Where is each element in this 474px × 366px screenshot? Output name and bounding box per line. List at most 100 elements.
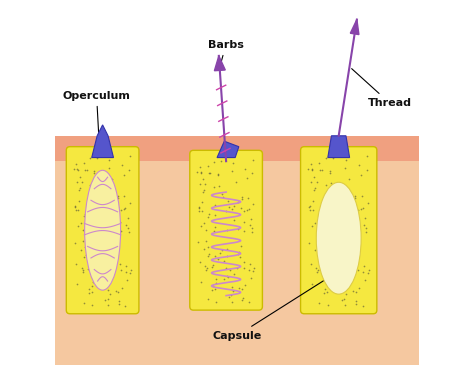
Point <box>118 285 126 291</box>
Point <box>193 169 201 175</box>
Point <box>88 289 96 295</box>
Point <box>321 264 329 270</box>
Point <box>101 203 109 209</box>
Point <box>360 222 368 228</box>
Point <box>202 227 210 233</box>
Point <box>311 220 319 226</box>
Point <box>95 190 102 195</box>
Point <box>316 210 324 216</box>
Point <box>321 286 328 292</box>
Point <box>202 267 210 273</box>
Point <box>96 260 104 266</box>
Point <box>117 228 124 234</box>
Point <box>93 155 101 161</box>
Point <box>217 158 225 164</box>
Point <box>220 258 228 264</box>
Point <box>335 207 342 213</box>
Point <box>76 184 84 190</box>
Point <box>200 176 207 182</box>
Point <box>348 198 356 204</box>
Point <box>195 206 202 212</box>
Point <box>305 240 313 246</box>
Point <box>120 193 128 199</box>
Point <box>91 180 99 186</box>
Point <box>118 163 126 168</box>
Point <box>354 267 362 273</box>
Point <box>222 265 229 271</box>
Point <box>240 259 247 265</box>
Point <box>221 277 228 283</box>
Point <box>238 298 246 303</box>
Point <box>318 168 326 173</box>
Point <box>248 225 255 231</box>
Point <box>125 167 133 173</box>
Point <box>74 207 82 213</box>
Point <box>342 157 349 163</box>
Point <box>77 220 84 226</box>
Point <box>308 179 315 184</box>
Point <box>352 301 359 307</box>
Text: Thread: Thread <box>352 69 412 108</box>
Point <box>333 279 341 285</box>
Point <box>222 208 229 214</box>
Point <box>198 223 205 229</box>
Point <box>352 290 359 295</box>
Point <box>201 264 209 269</box>
Point <box>200 187 208 193</box>
Point <box>326 170 334 176</box>
Point <box>122 263 130 269</box>
Point <box>313 265 320 271</box>
Point <box>196 259 203 265</box>
Point <box>78 179 85 185</box>
Point <box>81 254 88 260</box>
Point <box>249 157 257 163</box>
Point <box>115 193 122 199</box>
Point <box>100 227 107 233</box>
Point <box>307 161 314 167</box>
Point <box>319 266 327 272</box>
Point <box>105 165 113 171</box>
Point <box>105 303 112 309</box>
Point <box>78 265 85 271</box>
Point <box>197 169 205 175</box>
Point <box>223 273 231 279</box>
Point <box>126 200 134 206</box>
Point <box>355 207 362 213</box>
Point <box>89 302 96 308</box>
Point <box>104 205 112 211</box>
Point <box>91 258 99 264</box>
Ellipse shape <box>316 182 361 294</box>
Point <box>343 202 351 208</box>
Point <box>364 153 371 159</box>
Point <box>343 291 350 296</box>
Point <box>204 214 211 220</box>
Point <box>81 244 89 250</box>
Point <box>309 167 316 172</box>
Bar <box>55 161 419 365</box>
Point <box>101 277 109 283</box>
Point <box>87 155 94 161</box>
Point <box>245 206 253 212</box>
Point <box>89 283 96 288</box>
Point <box>198 169 205 175</box>
Point <box>359 303 366 309</box>
Point <box>309 207 316 213</box>
Point <box>241 208 248 214</box>
Point <box>107 202 114 208</box>
Point <box>123 222 130 228</box>
Point <box>324 283 332 288</box>
Point <box>197 279 205 285</box>
Point <box>316 167 324 172</box>
Point <box>236 254 243 259</box>
Point <box>352 193 359 199</box>
Point <box>233 265 241 271</box>
Point <box>202 238 210 244</box>
Point <box>316 300 323 306</box>
Point <box>330 190 338 195</box>
Point <box>361 277 369 283</box>
Point <box>197 181 204 187</box>
Point <box>82 252 90 258</box>
Point <box>346 267 354 273</box>
Point <box>327 180 335 186</box>
Point <box>208 287 216 293</box>
